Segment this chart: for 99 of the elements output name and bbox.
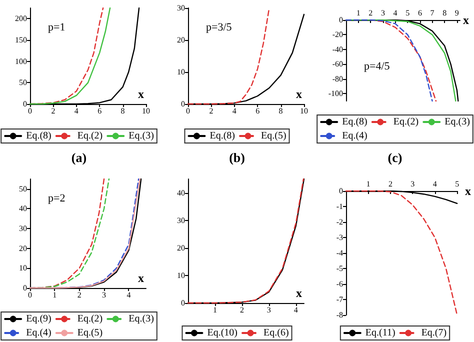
x-tick-label: 4 (393, 8, 398, 18)
legend-label: Eq.(2) (77, 130, 103, 142)
x-axis-title: x (296, 87, 302, 101)
legend-label: Eq.(6) (264, 328, 289, 338)
y-tick-label: 0 (181, 100, 185, 108)
y-tick-label: 0 (339, 186, 343, 196)
x-tick-label: 2 (368, 8, 373, 18)
y-tick-label: 30 (19, 224, 27, 234)
y-tick-label: -20 (332, 30, 343, 40)
x-tick-label: 10 (300, 106, 308, 116)
y-tick-label: 30 (177, 4, 185, 12)
legend-label: Eq.(3) (128, 314, 154, 324)
x-tick-label: 3 (410, 180, 415, 188)
legend-label: Eq.(11) (365, 328, 396, 338)
legend-label: Eq.(4) (342, 130, 368, 142)
legend-label: Eq.(9) (26, 314, 52, 324)
legend-label: Eq.(3) (444, 116, 470, 128)
x-tick-label: 1 (52, 290, 57, 300)
annotation: p=1 (48, 22, 66, 34)
legend-label: Eq.(2) (393, 116, 419, 128)
legend-label: Eq.(2) (77, 314, 103, 324)
y-tick-label: 0 (23, 284, 27, 292)
x-tick-label: 1 (366, 180, 370, 188)
x-tick-label: 3 (102, 290, 106, 300)
legend-label: Eq.(8) (26, 130, 52, 142)
x-tick-label: 2 (209, 106, 214, 116)
y-tick-label: 20 (177, 36, 185, 44)
y-tick-label: -1 (336, 202, 343, 211)
legend-label: Eq.(8) (342, 116, 368, 128)
y-tick-label: -8 (336, 310, 343, 320)
y-tick-label: 150 (15, 36, 27, 44)
x-tick-label: 1 (212, 306, 217, 314)
x-tick-label: 4 (432, 180, 437, 188)
x-tick-label: 10 (142, 106, 150, 116)
legend-label: Eq.(10) (207, 328, 238, 338)
annotation: p=2 (48, 192, 66, 204)
x-tick-label: 4 (74, 106, 78, 116)
legend-label: Eq.(4) (26, 328, 52, 338)
legend-label: Eq.(5) (77, 328, 103, 338)
x-tick-label: 6 (418, 8, 422, 18)
annotation: p=3/5 (206, 22, 232, 34)
y-tick-label: 200 (15, 14, 27, 24)
y-tick-label: 0 (181, 298, 185, 308)
y-tick-label: 40 (177, 188, 185, 198)
x-tick-label: 3 (380, 8, 385, 18)
x-tick-label: 2 (51, 106, 56, 116)
y-tick-label: 20 (177, 243, 185, 252)
y-tick-label: 10 (19, 264, 27, 273)
x-axis-title: x (465, 184, 471, 198)
legend-label: Eq.(3) (128, 130, 154, 142)
x-tick-label: 4 (232, 106, 236, 116)
y-tick-label: -6 (336, 280, 343, 288)
text: (a) (71, 150, 87, 165)
y-tick-label: -4 (336, 248, 343, 258)
x-tick-label: 9 (454, 8, 459, 18)
x-axis-title: x (463, 13, 469, 27)
y-tick-label: -80 (332, 74, 343, 84)
y-tick-label: -5 (336, 264, 343, 273)
y-tick-label: 50 (19, 184, 27, 194)
text: (c) (388, 150, 402, 165)
x-tick-label: 7 (430, 8, 434, 18)
x-tick-label: 1 (356, 8, 360, 18)
y-tick-label: 40 (19, 204, 27, 214)
y-tick-label: -3 (336, 233, 343, 242)
x-tick-label: 2 (77, 290, 82, 300)
y-tick-label: 50 (19, 78, 27, 88)
x-tick-label: 5 (406, 8, 410, 18)
y-tick-label: -7 (336, 295, 343, 304)
x-tick-label: 8 (278, 106, 283, 116)
x-tick-label: 6 (256, 106, 260, 116)
x-tick-label: 4 (294, 306, 298, 314)
x-tick-label: 2 (240, 306, 244, 314)
y-tick-label: 10 (177, 270, 185, 280)
x-tick-label: 4 (126, 290, 131, 300)
x-tick-label: 2 (388, 180, 392, 188)
annotation: p=4/5 (364, 60, 390, 72)
y-tick-label: 0 (339, 16, 343, 24)
x-axis-title: x (296, 286, 302, 300)
y-tick-label: -100 (328, 89, 343, 98)
legend-label: Eq.(5) (261, 130, 286, 142)
x-axis-title: x (138, 87, 144, 101)
legend-label: Eq.(8) (210, 130, 236, 142)
y-tick-label: 0 (23, 100, 27, 108)
y-tick-label: -40 (332, 44, 343, 54)
y-tick-label: -60 (332, 60, 343, 69)
x-tick-label: 8 (442, 8, 447, 18)
x-tick-label: 6 (98, 106, 102, 116)
y-tick-label: 20 (19, 244, 27, 253)
x-axis-title: x (138, 271, 144, 285)
y-tick-label: 10 (177, 68, 185, 76)
text: (b) (229, 150, 245, 165)
x-tick-label: 8 (120, 106, 125, 116)
x-tick-label: 3 (266, 306, 271, 314)
y-tick-label: 100 (15, 56, 27, 66)
line-series (345, 190, 458, 316)
legend-label: Eq.(7) (421, 328, 447, 338)
y-tick-label: 30 (177, 216, 185, 225)
x-tick-label: 5 (455, 180, 460, 188)
y-tick-label: -2 (336, 218, 343, 226)
